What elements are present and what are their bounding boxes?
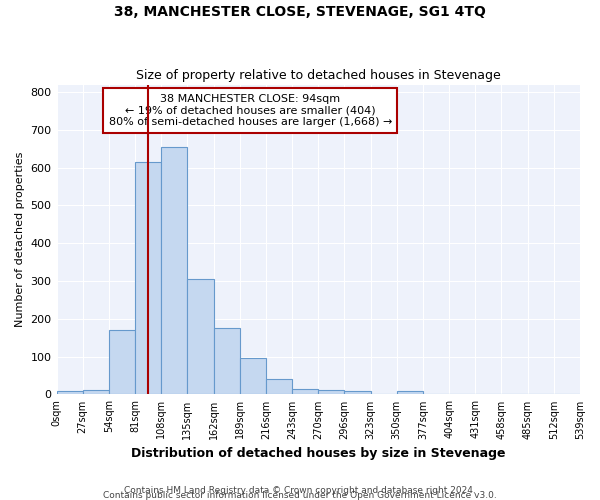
- Text: 38 MANCHESTER CLOSE: 94sqm
← 19% of detached houses are smaller (404)
80% of sem: 38 MANCHESTER CLOSE: 94sqm ← 19% of deta…: [109, 94, 392, 127]
- Bar: [240, 358, 266, 395]
- Bar: [318, 390, 344, 394]
- Bar: [135, 162, 161, 394]
- X-axis label: Distribution of detached houses by size in Stevenage: Distribution of detached houses by size …: [131, 447, 506, 460]
- Bar: [187, 279, 214, 394]
- Text: Contains public sector information licensed under the Open Government Licence v3: Contains public sector information licen…: [103, 491, 497, 500]
- Bar: [266, 380, 292, 394]
- Bar: [344, 390, 371, 394]
- Bar: [109, 330, 135, 394]
- Title: Size of property relative to detached houses in Stevenage: Size of property relative to detached ho…: [136, 69, 500, 82]
- Bar: [83, 390, 109, 394]
- Bar: [161, 147, 187, 394]
- Bar: [56, 392, 83, 394]
- Bar: [397, 392, 423, 394]
- Bar: [214, 328, 240, 394]
- Y-axis label: Number of detached properties: Number of detached properties: [15, 152, 25, 327]
- Text: 38, MANCHESTER CLOSE, STEVENAGE, SG1 4TQ: 38, MANCHESTER CLOSE, STEVENAGE, SG1 4TQ: [114, 5, 486, 19]
- Bar: [292, 389, 318, 394]
- Text: Contains HM Land Registry data © Crown copyright and database right 2024.: Contains HM Land Registry data © Crown c…: [124, 486, 476, 495]
